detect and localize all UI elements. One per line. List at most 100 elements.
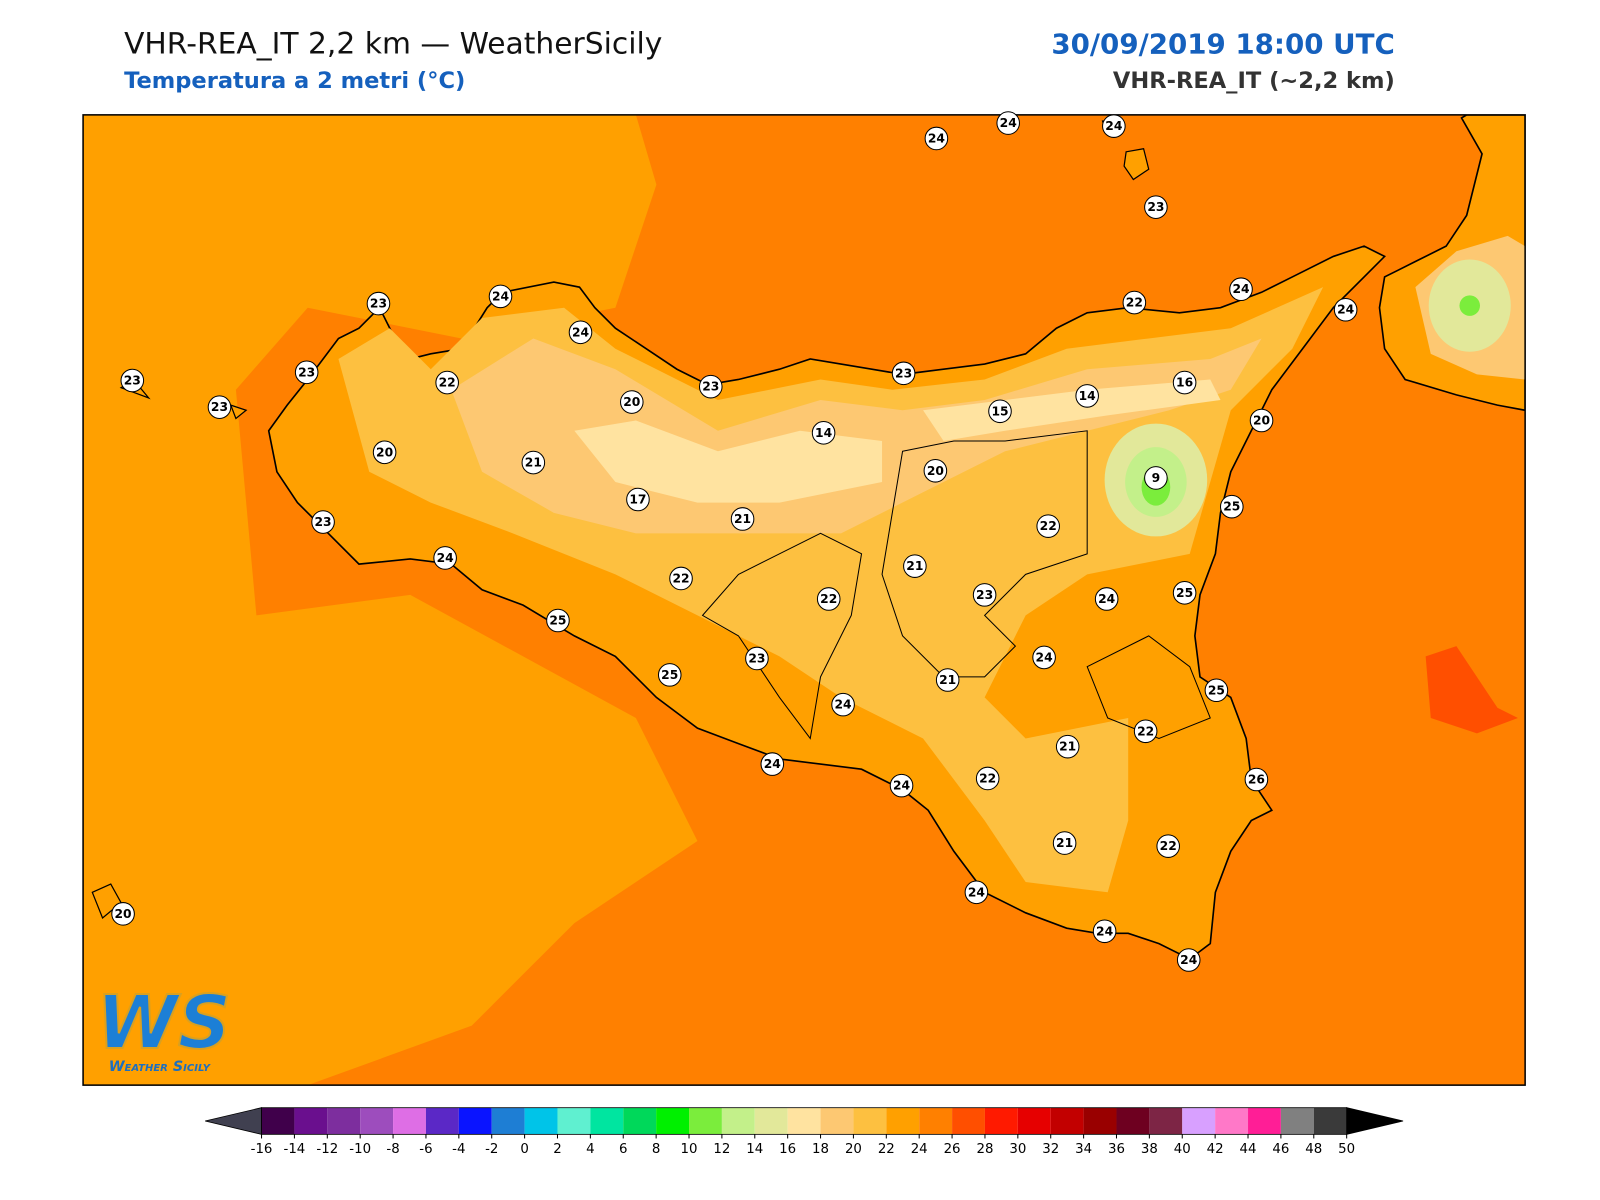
colorbar-tick-label: 34 [1075,1142,1092,1157]
station-value: 23 [1147,200,1164,214]
colorbar-tick-label: 30 [1009,1142,1026,1157]
station-value: 16 [1176,376,1193,390]
station-marker [811,421,836,445]
station-marker [891,361,916,386]
station-value: 25 [661,668,678,682]
station-value: 22 [1160,839,1177,853]
colorbar-segment [721,1107,755,1135]
colorbar-segment [623,1107,657,1135]
colorbar-tick-label: 32 [1042,1142,1059,1157]
colorbar-tick-label: -2 [485,1142,498,1157]
station-marker [1204,678,1229,703]
colorbar-under [205,1107,262,1135]
station-marker [657,663,682,687]
station-value: 15 [991,404,1008,418]
colorbar-tick-label: 22 [878,1142,895,1157]
station-marker [1133,719,1158,744]
station-marker [1055,734,1080,759]
colorbar-tick-label: -14 [284,1142,306,1157]
station-value: 14 [815,426,832,440]
station-marker [1219,494,1244,519]
station-value: 24 [1337,303,1354,317]
logo-name: Weather Sicily [109,1059,212,1075]
colorbar-segment [1248,1107,1281,1135]
station-marker [372,440,397,465]
station-marker [669,566,693,591]
station-marker [294,360,319,385]
colorbar-segment [590,1107,624,1135]
title: VHR-REA_IT 2,2 km — WeatherSicily [124,26,662,61]
station-marker [1092,919,1117,944]
station-marker [111,902,135,926]
colorbar-tick-label: 8 [652,1142,660,1157]
station-value: 24 [1105,119,1122,133]
station-value: 23 [298,365,315,379]
colorbar-segment [261,1107,295,1135]
colorbar-segment [1280,1107,1314,1135]
station-marker [1244,767,1269,792]
station-value: 25 [549,614,566,628]
station-marker [435,370,459,395]
station-value: 21 [906,559,923,573]
station-marker [1172,581,1197,605]
colorbar-tick-label: 4 [586,1142,594,1157]
station-marker [1229,277,1253,302]
station-marker [964,880,989,905]
station-marker [996,111,1020,135]
colorbar-segment [327,1107,361,1135]
station-value: 24 [572,325,589,339]
colorbar-tick-label: 40 [1174,1142,1191,1157]
colorbar-tick-label: 14 [746,1142,763,1157]
colorbar-frame [261,1107,1348,1135]
station-value: 21 [1059,740,1076,754]
colorbar-tick-label: -4 [452,1142,465,1157]
colorbar-tick-label: 26 [944,1142,961,1157]
station-marker [1176,948,1201,972]
station-value: 24 [835,698,852,712]
colorbar-tick-label: -16 [251,1142,273,1157]
station-value: 22 [1126,296,1143,310]
station-marker [975,766,1000,791]
station-value: 24 [1232,282,1249,296]
station-marker [521,450,546,475]
station-marker [366,291,391,316]
province-border [701,430,1211,740]
colorbar-segment [425,1107,459,1135]
station-marker [488,284,513,309]
station-value: 20 [1253,414,1270,428]
station-marker [923,458,948,483]
station-marker [730,507,755,531]
station-marker [935,668,960,692]
station-value: 22 [672,571,689,585]
station-marker [1102,114,1126,138]
station-marker [760,752,785,776]
colorbar-tick-label: -6 [419,1142,432,1157]
station-value: 23 [895,366,912,380]
colorbar-tick-label: 0 [520,1142,528,1157]
colorbar-tick-label: 38 [1141,1142,1158,1157]
station-value: 24 [968,885,985,899]
colorbar-segment [886,1107,920,1135]
temperature-area [1459,295,1480,316]
station-marker [698,374,723,399]
map [83,114,1526,1086]
colorbar-tick-label: 12 [713,1142,730,1157]
colorbar-segment [1116,1107,1150,1135]
colorbar-segment [919,1107,953,1135]
colorbar-tick-label: 44 [1240,1142,1257,1157]
colorbar-over [1346,1107,1404,1135]
colorbar-segment [787,1107,821,1135]
temperature-area [83,114,513,329]
station-marker [972,583,997,607]
colorbar-segment [491,1107,525,1135]
colorbar-segment [656,1107,690,1135]
colorbar-segment [1313,1107,1347,1135]
station-marker [1333,297,1358,322]
colorbar-segment [1182,1107,1216,1135]
colorbar-tick-label: 36 [1108,1142,1125,1157]
station-value: 22 [1040,519,1057,533]
station-value: 23 [211,400,228,414]
station-marker [924,126,949,151]
